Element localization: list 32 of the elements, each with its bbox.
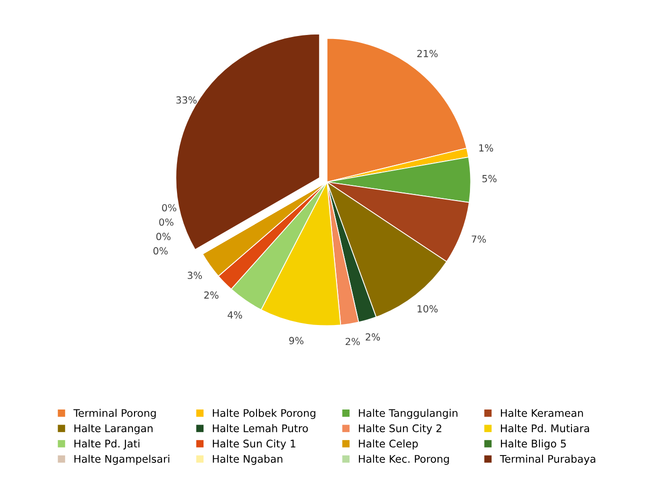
data-label: 2% — [204, 291, 218, 299]
legend-label: Terminal Purabaya — [500, 454, 596, 465]
text: 0% — [162, 204, 176, 212]
data-label: 10% — [418, 305, 438, 312]
legend-label: Halte Celep — [358, 439, 418, 450]
legend-label: Halte Pd. Mutiara — [500, 424, 590, 432]
data-label: 2% — [346, 338, 360, 346]
legend-label: Halte Bligo 5 — [500, 439, 566, 450]
data-label: 33% — [176, 96, 197, 104]
data-label: 9% — [289, 336, 304, 344]
data-label: 4% — [228, 311, 242, 319]
text: 0% — [159, 218, 174, 226]
legend-label: Halte Kec. Porong — [358, 454, 449, 465]
data-label: 2% — [366, 333, 380, 341]
data-label: 21% — [417, 50, 438, 58]
legend-label: Halte Sun City 2 — [358, 424, 442, 434]
legend-label: Halte Tanggulangin — [358, 408, 458, 419]
data-label: 1% — [479, 144, 494, 152]
legend-label: Terminal Porong — [73, 408, 156, 419]
data-label: 7% — [472, 235, 486, 243]
legend-label: Halte Ngampelsari — [74, 454, 170, 465]
legend-label: Halte Keramean — [500, 408, 583, 417]
legend-label: Halte Ngaban — [212, 454, 282, 465]
text: 0% — [153, 247, 168, 255]
legend-label: Halte Polbek Porong — [212, 408, 316, 419]
legend-label: Halte Sun City 1 — [212, 439, 296, 450]
legend-label: Halte Pd. Jati — [74, 439, 140, 450]
legend-label: Halte Larangan — [74, 424, 153, 434]
legend-label: Halte Lemah Putro — [212, 424, 308, 432]
data-label: 5% — [482, 174, 497, 182]
text: 0% — [156, 232, 171, 240]
data-label: 3% — [188, 272, 202, 280]
